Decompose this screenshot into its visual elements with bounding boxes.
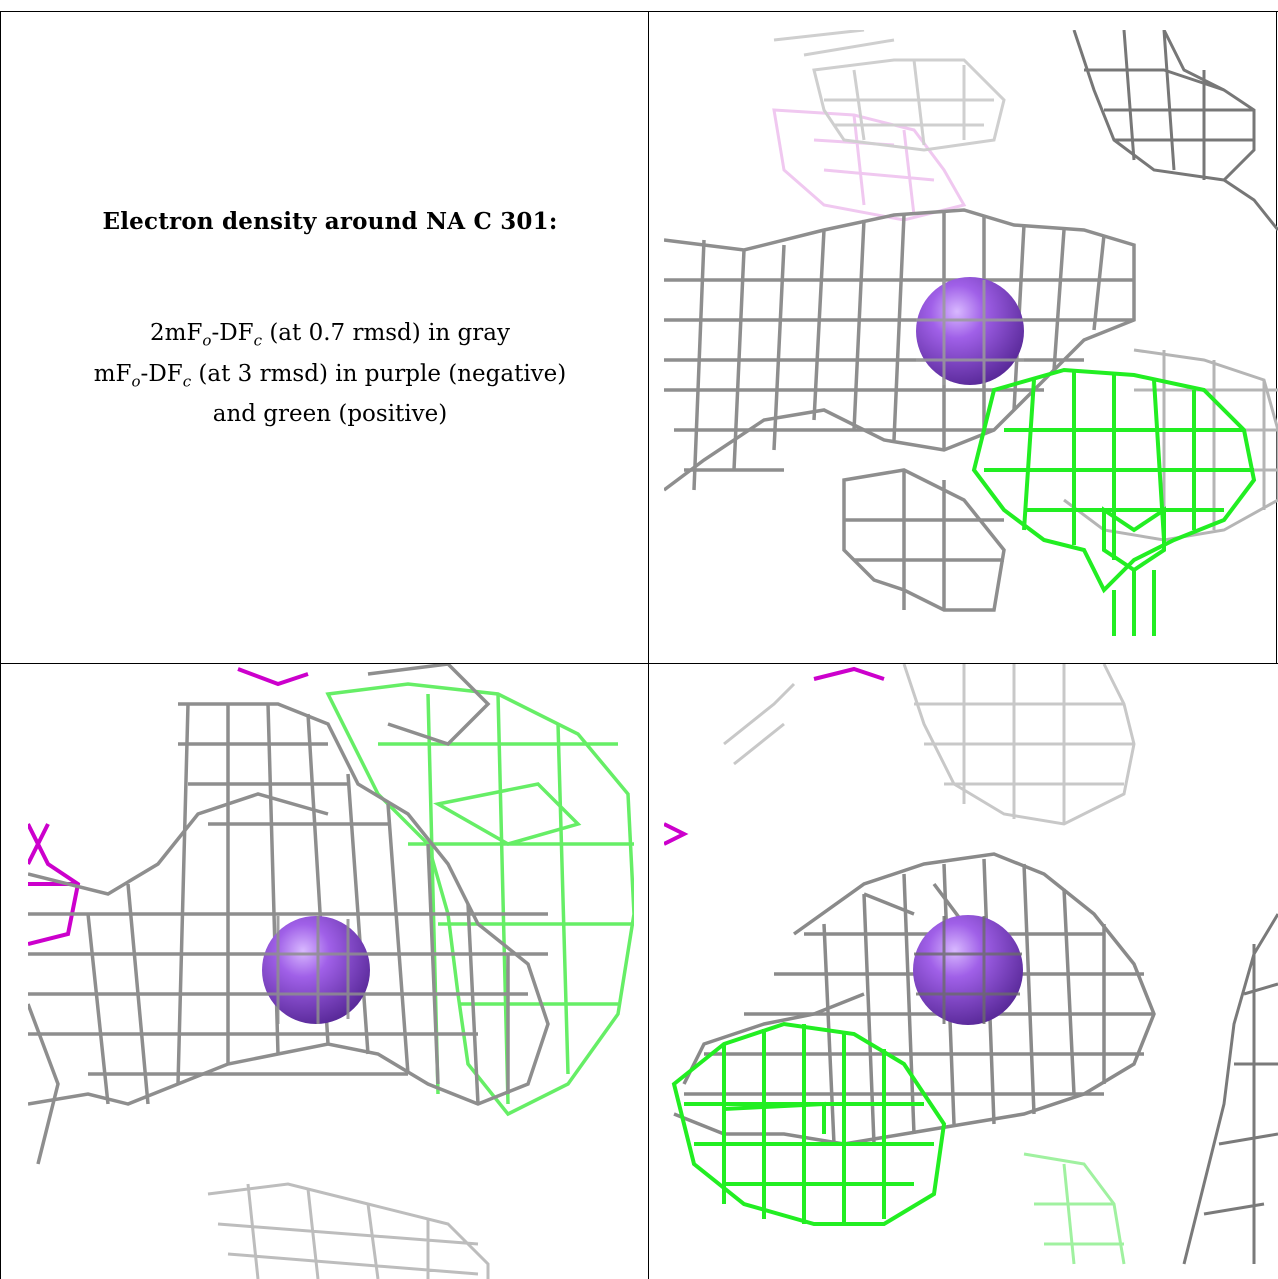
mesh-2fofc-faint (773, 30, 1006, 152)
legend-line-fofc: mFo-DFc (at 3 rmsd) in purple (negative) (93, 360, 567, 391)
mesh-fofc-negative (664, 666, 885, 846)
mesh-fofc-positive (671, 1021, 947, 1226)
caption-title: Electron density around NA C 301: (102, 208, 558, 235)
caption-legend: 2mFo-DFc (at 0.7 rmsd) in gray mFo-DFc (… (94, 317, 567, 431)
legend-line-colors: and green (positive) (212, 401, 448, 428)
density-render-bottom-right (664, 664, 1278, 1265)
mesh-2fofc-upper (1072, 30, 1278, 231)
table-border-right (1276, 11, 1277, 664)
sodium-atom (916, 277, 1024, 385)
mesh-2fofc-lower (207, 1182, 490, 1279)
mesh-2fofc-main (28, 664, 550, 1165)
density-panel-bottom-left (28, 664, 634, 1279)
table-divider-horizontal (0, 663, 1278, 664)
mesh-fofc-positive (325, 682, 634, 1117)
mesh-fofc-negative (28, 667, 309, 946)
table-border-left (0, 11, 1, 1279)
table-divider-vertical (648, 11, 649, 1279)
sodium-atom (262, 916, 370, 1024)
mesh-2fofc-right (1182, 913, 1278, 1265)
table-border-top (0, 11, 1278, 12)
mesh-2fofc-upper (723, 664, 1136, 826)
caption-cell: Electron density around NA C 301: 2mFo-D… (12, 12, 648, 650)
mesh-2fofc-main (664, 208, 1136, 612)
density-render-bottom-left (28, 664, 634, 1279)
sodium-atom (913, 915, 1023, 1025)
legend-line-2fofc: 2mFo-DFc (at 0.7 rmsd) in gray (150, 320, 510, 350)
mesh-2fofc-main (673, 852, 1156, 1146)
mesh-fofc-positive (971, 367, 1257, 636)
density-render-top-right (664, 30, 1278, 636)
density-panel-top-right (664, 30, 1278, 636)
density-panel-bottom-right (664, 664, 1278, 1279)
